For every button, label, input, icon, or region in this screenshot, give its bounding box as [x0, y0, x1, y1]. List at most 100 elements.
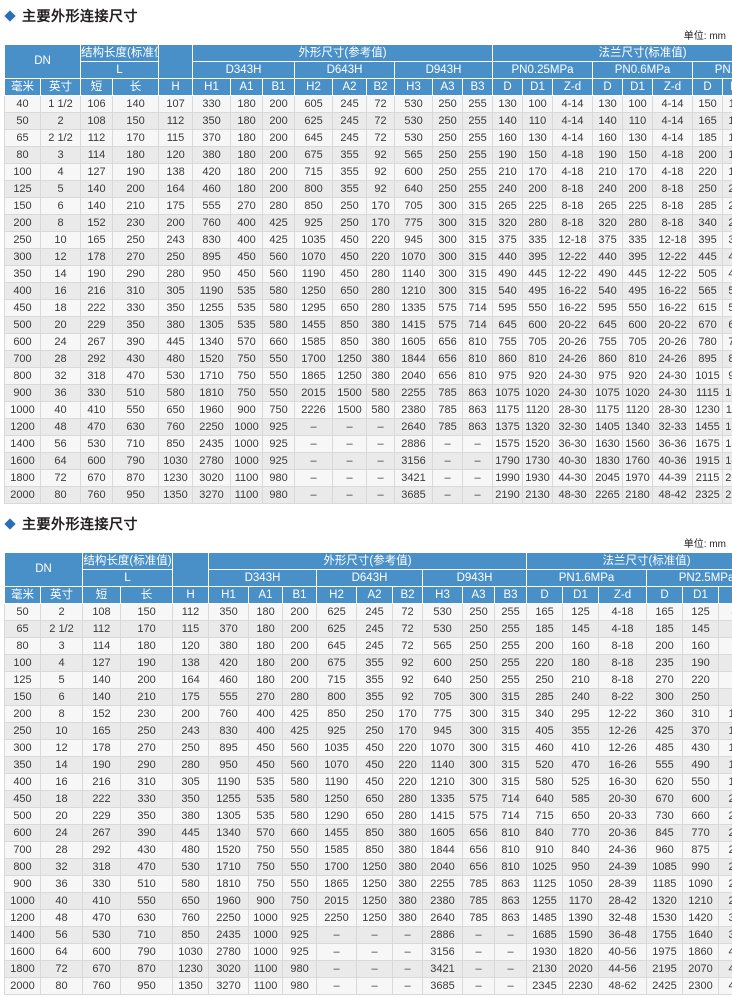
th-flange: 法兰尺寸(标准值): [493, 45, 732, 62]
cell: 1200: [5, 910, 41, 927]
bullet-diamond-icon: [4, 10, 15, 21]
cell: 300: [463, 740, 495, 757]
cell: 1230: [693, 402, 723, 419]
cell: 180: [249, 621, 283, 638]
th-b1: B1: [263, 79, 295, 96]
cell: 170: [393, 723, 423, 740]
cell: 530: [423, 604, 463, 621]
cell: 380: [209, 638, 249, 655]
cell: 2640: [423, 910, 463, 927]
cell: 445: [159, 334, 193, 351]
header-row-2: L D343H D643H D943H PN1.6MPa PN2.5MPa: [5, 570, 732, 587]
cell: 48-42: [653, 487, 693, 504]
cell: 110: [623, 113, 653, 130]
cell: 255: [463, 130, 493, 147]
cell: 510: [121, 876, 173, 893]
cell: 92: [367, 147, 395, 164]
cell: 2425: [647, 978, 683, 995]
cell: 48-30: [553, 487, 593, 504]
cell: 980: [263, 487, 295, 504]
cell: 20-22: [553, 317, 593, 334]
cell: 3156: [395, 453, 433, 470]
header-row-1: DN 结构长度(标准值) 外形尺寸(参考值) 法兰尺寸(标准值): [5, 45, 732, 62]
cell: 165: [83, 723, 121, 740]
cell: 850: [357, 825, 393, 842]
cell: 255: [463, 147, 493, 164]
cell: 960: [647, 842, 683, 859]
cell: 170: [393, 706, 423, 723]
cell: 625: [317, 621, 357, 638]
cell: 600: [5, 334, 41, 351]
cell: 1190: [193, 283, 231, 300]
cell: 550: [283, 842, 317, 859]
cell: 12-18: [553, 232, 593, 249]
cell: 130: [493, 96, 523, 113]
cell: 470: [83, 910, 121, 927]
cell: 945: [395, 232, 433, 249]
cell: 190: [121, 655, 173, 672]
cell: 2226: [295, 402, 333, 419]
cell: 240: [563, 689, 599, 706]
cell: 315: [495, 723, 527, 740]
th-d343h: D343H: [193, 62, 295, 79]
cell: 12: [41, 740, 83, 757]
cell: 450: [357, 774, 393, 791]
cell: 395: [693, 232, 723, 249]
cell: 180: [563, 655, 599, 672]
cell: –: [333, 470, 367, 487]
cell: 200: [523, 181, 553, 198]
cell: 1585: [317, 842, 357, 859]
cell: 175: [159, 198, 193, 215]
cell: 200: [263, 130, 295, 147]
cell: 1820: [723, 453, 732, 470]
cell: 450: [333, 266, 367, 283]
cell: 125: [723, 113, 732, 130]
cell: 243: [173, 723, 209, 740]
cell: 1420: [683, 910, 719, 927]
th-b2: B2: [393, 587, 423, 604]
cell: 810: [623, 351, 653, 368]
cell: 255: [495, 638, 527, 655]
cell: 400: [723, 249, 732, 266]
cell: 1000: [231, 436, 263, 453]
cell: 4-18: [553, 147, 593, 164]
cell: 164: [159, 181, 193, 198]
cell: 190: [81, 266, 113, 283]
cell: –: [463, 453, 493, 470]
cell: 165: [693, 113, 723, 130]
cell: 750: [231, 351, 263, 368]
cell: –: [367, 419, 395, 436]
cell: 2: [41, 604, 83, 621]
cell: 125: [5, 181, 41, 198]
cell: 485: [647, 740, 683, 757]
cell: 120: [173, 638, 209, 655]
cell: 810: [495, 859, 527, 876]
cell: 100: [5, 655, 41, 672]
cell: 180: [723, 164, 732, 181]
cell: 250: [463, 604, 495, 621]
cell: 480: [159, 351, 193, 368]
cell: 16-22: [653, 283, 693, 300]
cell: 18: [41, 300, 81, 317]
cell: 290: [113, 266, 159, 283]
th-b1: B1: [283, 587, 317, 604]
cell: 450: [333, 232, 367, 249]
cell: 870: [113, 470, 159, 487]
spec-table-2: DN 结构长度(标准值) 外形尺寸(参考值) 法兰尺寸(标准值) L D343H…: [4, 552, 732, 995]
cell: 1390: [563, 910, 599, 927]
cell: 190: [113, 164, 159, 181]
cell: 160: [493, 130, 523, 147]
cell: 267: [81, 334, 113, 351]
cell: 330: [193, 96, 231, 113]
cell: 1290: [317, 808, 357, 825]
cell: 900: [249, 893, 283, 910]
cell: –: [295, 487, 333, 504]
cell: 370: [193, 130, 231, 147]
cell: 225: [523, 198, 553, 215]
cell: 900: [5, 876, 41, 893]
cell: 4-18: [553, 164, 593, 181]
